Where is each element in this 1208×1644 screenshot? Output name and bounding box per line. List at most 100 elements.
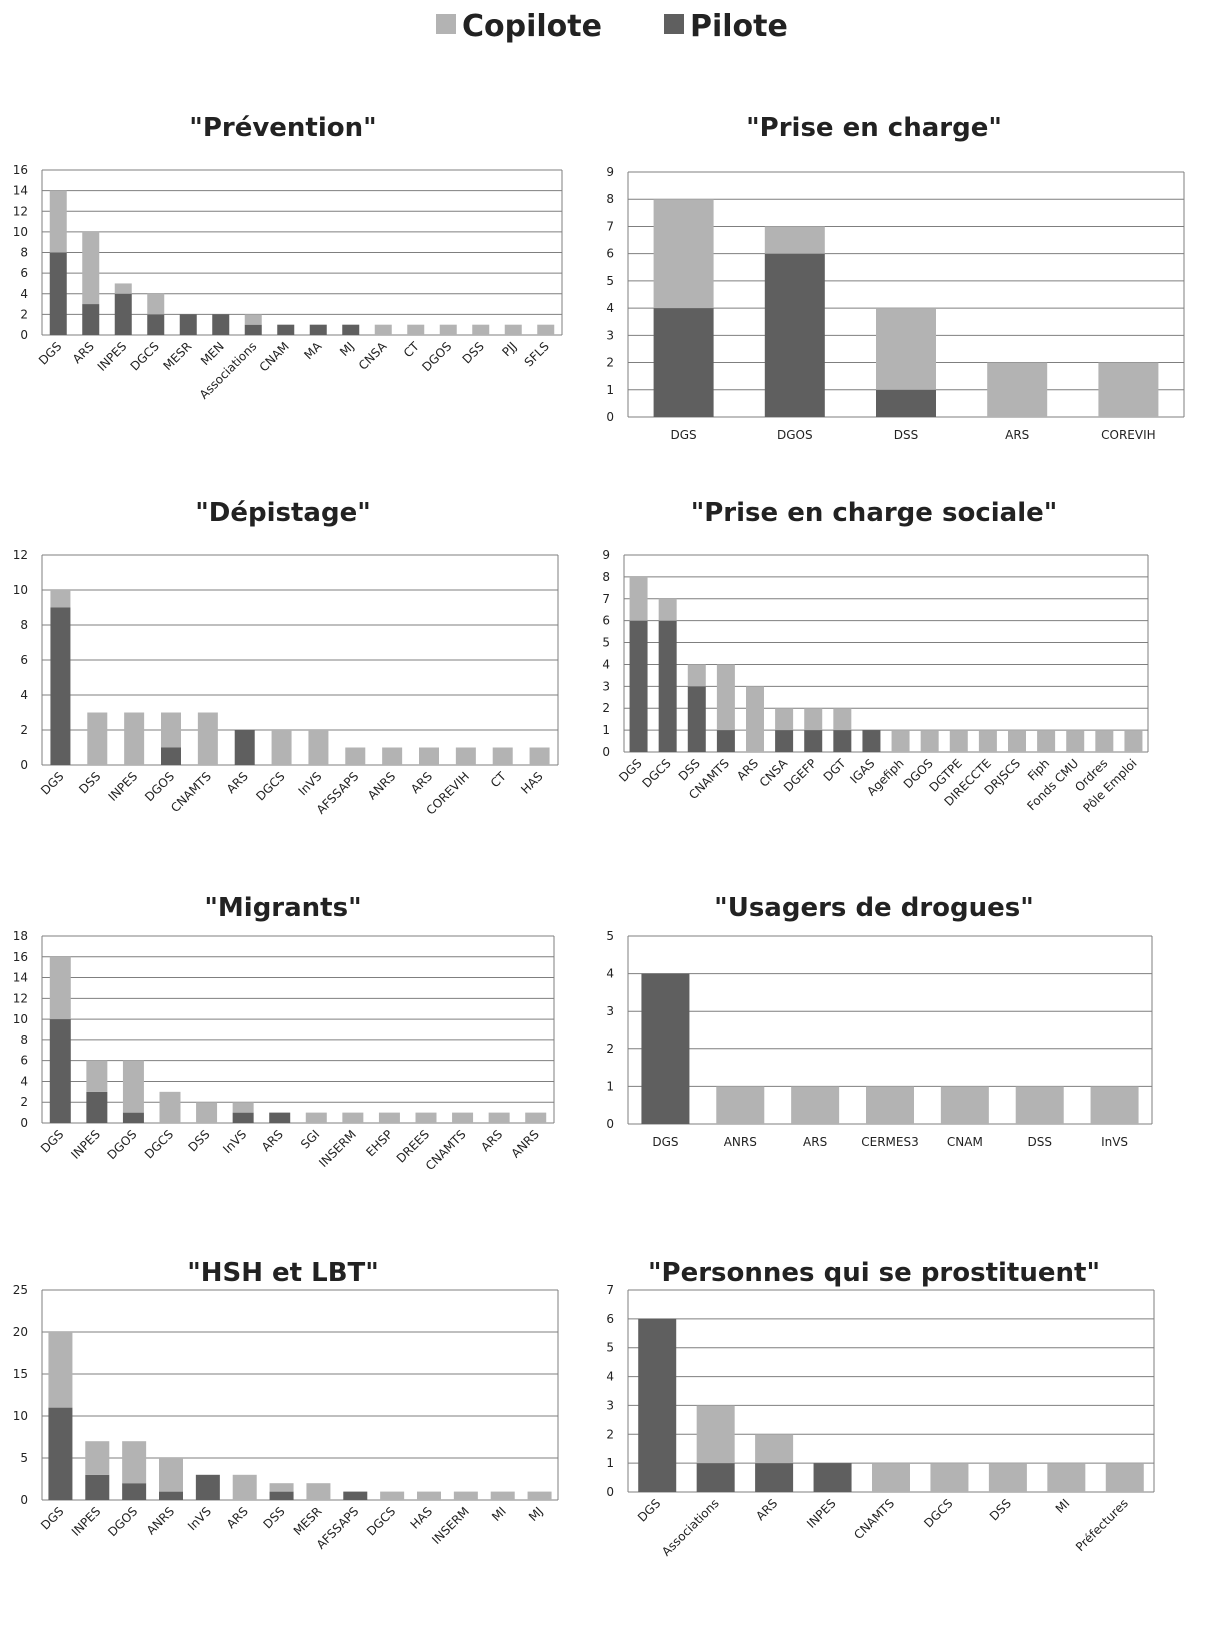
x-category-label: SGI xyxy=(298,1127,322,1151)
x-category-label: CNAMTS xyxy=(423,1127,469,1173)
bar-copilote-dss xyxy=(876,308,936,390)
x-category-label: ARS xyxy=(803,1135,827,1149)
x-category-label: InVS xyxy=(220,1127,249,1156)
bar-pilote-dgs xyxy=(49,252,67,335)
bar-copilote-agefiph xyxy=(891,730,910,752)
x-category-label: HAS xyxy=(518,769,545,796)
x-category-label: INPES xyxy=(106,769,141,804)
y-tick-label: 16 xyxy=(13,163,28,177)
y-tick-label: 8 xyxy=(606,192,614,206)
bar-pilote-invs xyxy=(232,1112,254,1123)
x-category-label: CT xyxy=(488,769,509,790)
y-tick-label: 25 xyxy=(13,1283,28,1297)
bar-copilote-invs xyxy=(1090,1086,1139,1124)
x-category-label: ANRS xyxy=(365,769,398,802)
bar-copilote-anrs xyxy=(382,747,403,765)
bar-pilote-dgos xyxy=(122,1483,147,1500)
bar-copilote-inpes xyxy=(124,712,145,765)
chart-title: "Migrants" xyxy=(204,893,361,923)
bar-copilote-dgs xyxy=(653,199,714,309)
bar-copilote-mi xyxy=(1047,1463,1086,1492)
y-tick-label: 10 xyxy=(13,583,28,597)
x-category-label: MI xyxy=(489,1504,509,1524)
legend-swatch-pilote xyxy=(664,14,684,34)
x-category-label: MESR xyxy=(291,1504,325,1538)
bar-copilote-invs xyxy=(308,730,329,765)
y-tick-label: 5 xyxy=(606,1341,614,1355)
bar-copilote-dgos xyxy=(122,1441,147,1484)
y-tick-label: 2 xyxy=(20,1095,28,1109)
y-tick-label: 2 xyxy=(606,356,614,370)
y-tick-label: 0 xyxy=(606,1485,614,1499)
x-category-label: DGCS xyxy=(639,756,673,790)
bar-pilote-dgs xyxy=(50,607,71,765)
bar-copilote-dgs xyxy=(629,576,648,621)
x-category-label: DGOS xyxy=(105,1504,140,1539)
y-tick-label: 8 xyxy=(602,570,610,584)
y-tick-label: 6 xyxy=(602,614,610,628)
bar-copilote-drees xyxy=(415,1112,437,1123)
bar-pilote-afssaps xyxy=(343,1491,368,1500)
y-tick-label: 3 xyxy=(606,328,614,342)
x-category-label: CNAM xyxy=(947,1135,983,1149)
bar-pilote-dgos xyxy=(764,253,825,417)
bar-pilote-dgt xyxy=(833,730,852,752)
bar-copilote-dgcs xyxy=(271,730,292,765)
x-category-label: CNAMTS xyxy=(168,769,214,815)
bar-copilote-cnamts xyxy=(452,1112,474,1123)
bar-copilote-dss xyxy=(1015,1086,1064,1124)
x-category-label: DGCS xyxy=(253,769,287,803)
y-tick-label: 2 xyxy=(606,1042,614,1056)
bar-pilote-dgos xyxy=(122,1112,144,1123)
x-category-label: DSS xyxy=(76,769,103,796)
bar-pilote-cnam xyxy=(277,324,295,335)
bar-copilote-dgs xyxy=(48,1332,73,1408)
bar-pilote-men xyxy=(212,314,230,335)
y-tick-label: 6 xyxy=(606,247,614,261)
bar-pilote-ars xyxy=(234,730,255,765)
y-tick-label: 4 xyxy=(606,1370,614,1384)
bar-copilote-anrs xyxy=(159,1458,183,1492)
chart-title: "Prévention" xyxy=(189,113,376,143)
x-category-label: InVS xyxy=(296,769,325,798)
bar-copilote-cnamts xyxy=(197,712,218,765)
chart-migrants: "Migrants" 0 2 4 6 8 10 12 14 16 18 DGS INPES DGOS DGC… xyxy=(13,893,555,1173)
bar-copilote-sfls xyxy=(537,324,555,335)
y-tick-label: 10 xyxy=(13,225,28,239)
bar-copilote-p-le-emploi xyxy=(1124,730,1143,752)
x-category-label: INPES xyxy=(804,1496,839,1531)
y-tick-label: 10 xyxy=(13,1012,28,1026)
x-category-label: ARS xyxy=(1005,428,1029,442)
y-tick-label: 9 xyxy=(606,165,614,179)
chart-hsh-et-lbt: "HSH et LBT" 0 5 10 15 20 25 DGS INPES DGOS ANRS In… xyxy=(13,1258,559,1552)
x-category-label: DSS xyxy=(185,1127,212,1154)
y-tick-label: 1 xyxy=(606,383,614,397)
bar-copilote-fonds-cmu xyxy=(1066,730,1085,752)
bar-copilote-cnsa xyxy=(775,708,794,731)
x-category-label: DGS xyxy=(671,428,697,442)
bar-copilote-ars xyxy=(746,686,764,752)
x-category-label: COREVIH xyxy=(1101,428,1156,442)
x-category-label: DGT xyxy=(821,756,849,784)
x-category-label: ARS xyxy=(478,1127,505,1154)
y-tick-label: 8 xyxy=(20,618,28,632)
y-tick-label: 0 xyxy=(20,1493,28,1507)
bar-copilote-dss xyxy=(196,1102,218,1123)
legend-swatch-copilote xyxy=(436,14,456,34)
x-category-label: PJJ xyxy=(499,339,519,359)
bar-copilote-ars xyxy=(232,1474,257,1500)
bar-copilote-dgos xyxy=(764,226,825,254)
bar-copilote-dgcs xyxy=(147,293,165,315)
x-category-label: DGCS xyxy=(364,1504,398,1538)
x-category-label: CNSA xyxy=(356,339,390,373)
x-category-label: MI xyxy=(1053,1496,1073,1516)
y-tick-label: 6 xyxy=(606,1312,614,1326)
bar-copilote-corevih xyxy=(1098,362,1159,417)
x-category-label: DSS xyxy=(894,428,918,442)
bar-copilote-dss xyxy=(687,664,706,687)
x-category-label: DGOS xyxy=(419,339,454,374)
bar-copilote-cnamts xyxy=(716,664,735,731)
bar-pilote-dgs xyxy=(638,1318,677,1492)
bar-pilote-inpes xyxy=(86,1091,108,1123)
bar-copilote-mesr xyxy=(306,1483,331,1500)
